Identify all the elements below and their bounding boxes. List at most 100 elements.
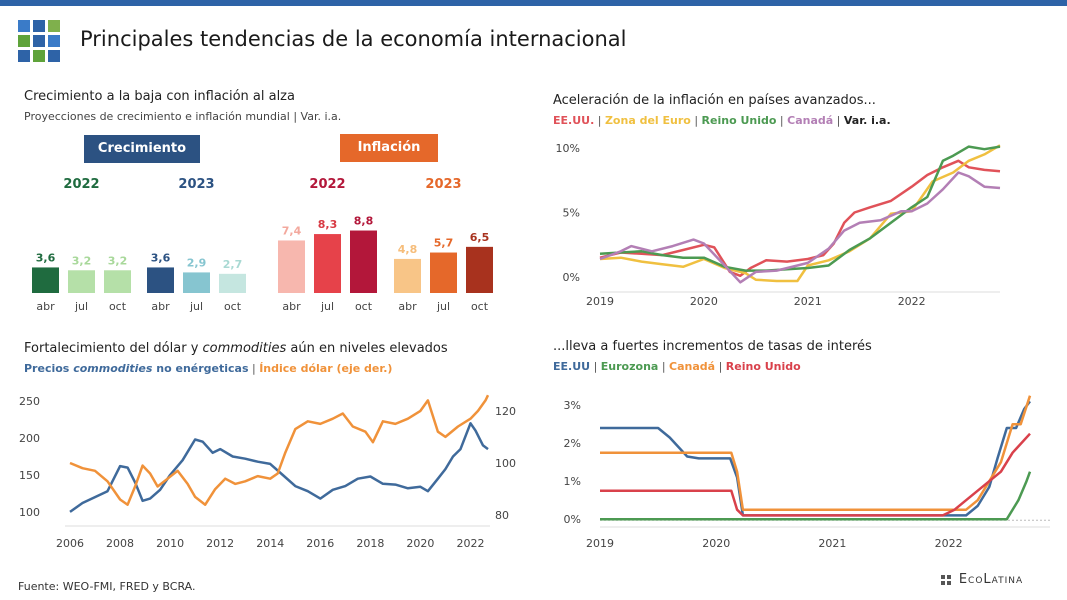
bar bbox=[278, 240, 305, 293]
bar-value-label: 7,4 bbox=[282, 224, 302, 237]
y-tick-label: 10% bbox=[556, 142, 580, 155]
bar-category-label: oct bbox=[471, 300, 489, 313]
legend-item: EE.UU bbox=[553, 360, 591, 373]
series-line bbox=[599, 171, 1001, 284]
x-tick-label: 2010 bbox=[156, 537, 184, 550]
bar-value-label: 3,2 bbox=[72, 254, 92, 267]
panel1-title: Crecimiento a la baja con inflación al a… bbox=[24, 89, 295, 104]
series-line bbox=[600, 432, 1031, 517]
bar bbox=[183, 272, 210, 293]
bar-category-label: oct bbox=[109, 300, 127, 313]
y-tick-label: 2% bbox=[564, 437, 581, 450]
bar bbox=[32, 267, 59, 293]
bar-value-label: 2,9 bbox=[187, 256, 207, 269]
bar-value-label: 3,2 bbox=[108, 254, 128, 267]
dollar-commodities-chart: 100 150 200 250 80 100 120 2006 2008 2010 2012 2014… bbox=[19, 394, 516, 550]
bar-value-label: 8,3 bbox=[318, 218, 338, 231]
legend-dollar-index: Índice dólar (eje der.) bbox=[259, 362, 393, 375]
x-tick-label: 2020 bbox=[702, 537, 730, 550]
series-line bbox=[599, 144, 1001, 283]
legend-item: Reino Unido bbox=[725, 360, 801, 373]
top-accent-bar bbox=[0, 0, 1067, 6]
bar-group-year: 2022 bbox=[63, 177, 99, 192]
bar-value-label: 4,8 bbox=[398, 243, 418, 256]
brand-icon bbox=[940, 574, 954, 586]
section-label-inflacion: Inflación bbox=[340, 134, 438, 162]
panel3-title: Fortalecimiento del dólar y commodities … bbox=[24, 341, 448, 356]
legend-item: Reino Unido bbox=[701, 114, 777, 127]
bar-value-label: 2,7 bbox=[223, 258, 243, 271]
bar-category-label: jul bbox=[320, 300, 334, 313]
panel4-title: ...lleva a fuertes incrementos de tasas … bbox=[553, 339, 872, 354]
y-left-tick-label: 200 bbox=[19, 432, 40, 445]
bar bbox=[466, 246, 493, 293]
series-line bbox=[69, 422, 489, 513]
bar-category-label: oct bbox=[355, 300, 373, 313]
bar bbox=[219, 273, 246, 293]
bar-value-label: 3,6 bbox=[36, 251, 56, 264]
bar-value-label: 6,5 bbox=[470, 231, 490, 244]
panel3-legend: Precios commodities no enérgeticas | Índ… bbox=[24, 362, 393, 375]
bar-category-label: abr bbox=[282, 300, 301, 313]
bar-category-label: jul bbox=[74, 300, 88, 313]
y-tick-label: 3% bbox=[564, 399, 581, 412]
legend-item: Eurozona bbox=[600, 360, 659, 373]
bar-value-label: 8,8 bbox=[354, 215, 374, 228]
y-left-tick-label: 250 bbox=[19, 395, 40, 408]
x-tick-label: 2016 bbox=[306, 537, 334, 550]
series-line bbox=[600, 395, 1032, 511]
series-line bbox=[599, 145, 1001, 272]
x-tick-label: 2012 bbox=[206, 537, 234, 550]
bar-group-year: 2022 bbox=[309, 177, 345, 192]
x-tick-label: 2022 bbox=[935, 537, 963, 550]
series-line bbox=[69, 394, 490, 506]
x-tick-label: 2019 bbox=[586, 295, 614, 308]
series-line bbox=[600, 400, 1031, 517]
x-tick-label: 2021 bbox=[818, 537, 846, 550]
bar bbox=[104, 270, 131, 293]
legend-item: Canadá bbox=[669, 360, 716, 373]
forecast-bar-chart: 2022 3,6 abr 3,2 jul 3,2 oct 2023 3,6 abr 2,9 jul 2,… bbox=[32, 177, 493, 313]
brand-name: EcoLatina bbox=[958, 572, 1024, 587]
legend-item: Canadá bbox=[787, 114, 834, 127]
x-tick-label: 2020 bbox=[690, 295, 718, 308]
bar-category-label: jul bbox=[189, 300, 203, 313]
series-line bbox=[600, 471, 1032, 521]
bar-category-label: abr bbox=[36, 300, 55, 313]
legend-item: Zona del Euro bbox=[604, 114, 691, 127]
bar-category-label: abr bbox=[151, 300, 170, 313]
inflation-line-chart: 0% 5% 10% 2019 2020 2021 2022 bbox=[556, 142, 1001, 308]
y-tick-label: 0% bbox=[563, 271, 580, 284]
bar-value-label: 3,6 bbox=[151, 251, 171, 264]
y-tick-label: 5% bbox=[563, 207, 580, 220]
bar bbox=[394, 258, 421, 293]
bar-category-label: jul bbox=[436, 300, 450, 313]
y-tick-label: 1% bbox=[564, 475, 581, 488]
x-tick-label: 2019 bbox=[586, 537, 614, 550]
legend-item: EE.UU. bbox=[553, 114, 595, 127]
interest-rate-chart: 0% 1% 2% 3% 2019 2020 2021 2022 bbox=[564, 395, 1050, 550]
bar bbox=[68, 270, 95, 293]
bar bbox=[147, 267, 174, 293]
panel1-subtitle: Proyecciones de crecimiento e inflación … bbox=[24, 110, 342, 123]
y-left-tick-label: 100 bbox=[19, 506, 40, 519]
bar-category-label: oct bbox=[224, 300, 242, 313]
y-tick-label: 0% bbox=[564, 513, 581, 526]
source-note: Fuente: WEO-FMI, FRED y BCRA. bbox=[18, 580, 196, 593]
x-tick-label: 2022 bbox=[456, 537, 484, 550]
bar-group-year: 2023 bbox=[425, 177, 461, 192]
legend-commodities: Precios commodities no enérgeticas bbox=[24, 362, 249, 375]
panel2-title: Aceleración de la inflación en países av… bbox=[553, 93, 876, 108]
bar bbox=[314, 234, 341, 293]
brand-logo: EcoLatina bbox=[940, 572, 1023, 587]
x-tick-label: 2020 bbox=[406, 537, 434, 550]
bar-value-label: 5,7 bbox=[434, 237, 454, 250]
x-tick-label: 2006 bbox=[56, 537, 84, 550]
logo-icon bbox=[18, 20, 62, 64]
bar-category-label: abr bbox=[398, 300, 417, 313]
x-tick-label: 2008 bbox=[106, 537, 134, 550]
x-tick-label: 2014 bbox=[256, 537, 284, 550]
bar-group-year: 2023 bbox=[178, 177, 214, 192]
page-title: Principales tendencias de la economía in… bbox=[80, 27, 627, 51]
x-tick-label: 2021 bbox=[794, 295, 822, 308]
